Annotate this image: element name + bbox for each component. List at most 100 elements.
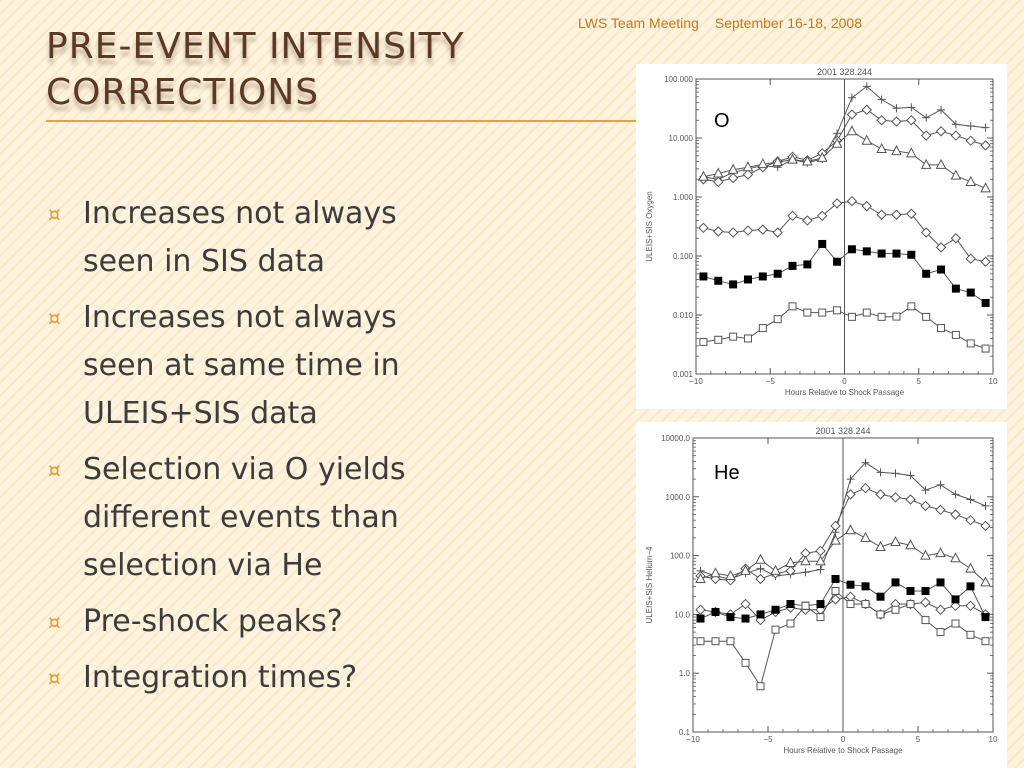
y-tick-label: 10000.0 [661,434,690,443]
bullet-marker-icon: ¤ [48,202,61,226]
y-axis-label: ULEIS+SIS Oxygen [645,191,654,261]
data-point [980,520,991,532]
data-point [951,490,960,499]
data-point [847,312,856,321]
data-point [906,471,915,480]
data-point [891,145,902,156]
data-point [785,556,796,567]
data-point [816,613,825,622]
data-point [950,552,961,563]
data-point [816,151,828,162]
data-point [920,597,931,608]
data-point [756,610,765,619]
data-point [726,637,735,646]
data-point [815,555,826,566]
bullet-text: Increases not always seen in SIS data [83,196,397,279]
y-tick-label: 100.0 [670,552,691,561]
data-point [772,156,784,167]
data-point [741,658,750,667]
bullet-list: ¤ Increases not always seen in SIS data ¤… [48,190,468,710]
data-point [742,225,754,236]
data-point [802,155,813,166]
data-point [846,580,855,589]
x-tick-label: −5 [766,377,776,386]
data-point [845,489,856,500]
data-point [921,486,930,495]
bullet-marker-icon: ¤ [48,458,61,482]
bullet-item: ¤ Integration times? [48,654,468,702]
data-point [876,592,885,601]
data-point [907,250,916,259]
data-point [758,272,767,281]
data-point [742,161,754,172]
oxygen-chart: 2001 328.244 −10 −5 0 5 10 0.001 0.010 0.100 1.00… [645,67,998,397]
data-point [922,312,931,321]
x-tick-label: −10 [686,735,700,744]
x-axis-label: Hours Relative to Shock Passage [785,388,905,397]
data-point [892,249,901,258]
data-point [965,562,976,573]
data-point [847,93,856,102]
data-point [935,504,946,516]
data-point [833,306,842,315]
data-point [921,616,930,625]
data-point [935,242,947,253]
y-tick-label: 0.1 [679,728,691,737]
data-point [922,269,931,278]
data-point [846,109,858,120]
oxygen-element-label: O [714,110,730,132]
bullet-item: ¤ Increases not always seen in SIS data [48,190,468,286]
y-tick-label: 1.0 [679,669,691,678]
data-point [831,198,843,209]
data-point [950,509,961,520]
data-point [771,605,780,614]
helium-chart-panel: 2001 328.244 −10 −5 0 5 10 0.1 1.0 10.0 100.0 1000… [636,422,1007,768]
y-tick-label: 10.000 [669,134,694,143]
data-point [966,495,975,504]
data-point [757,158,769,169]
bullet-item: ¤ Selection via O yields different events… [48,446,468,590]
bullet-text: Pre-shock peaks? [83,604,343,639]
data-point [818,239,827,248]
y-tick-label: 100.000 [664,75,693,84]
data-point [935,547,946,558]
data-point [905,147,917,158]
data-point [890,492,901,503]
data-point [803,308,812,317]
data-point [877,312,886,321]
data-point [891,605,900,614]
data-point [965,514,976,526]
data-point [816,600,825,609]
data-point [936,480,945,489]
data-point [951,330,960,339]
data-point [920,158,932,169]
data-point [875,489,886,500]
data-point [803,260,812,269]
data-point [699,337,708,346]
data-point [965,253,976,264]
data-point [771,625,780,634]
data-point [906,587,915,596]
data-point [743,275,752,284]
data-point [935,158,947,169]
data-point [935,126,947,137]
data-point [861,104,872,116]
data-point [785,565,796,577]
x-tick-label: 5 [917,377,922,386]
y-tick-label: 0.100 [673,252,694,261]
data-point [980,576,991,587]
data-point [757,224,769,235]
data-point [698,222,709,234]
data-point [937,265,946,274]
data-point [714,276,723,285]
data-point [712,167,724,178]
data-point [802,215,813,226]
data-point [920,130,932,141]
data-point [742,169,754,180]
data-point [951,595,960,604]
data-point [891,116,902,127]
y-tick-label: 10.0 [674,610,690,619]
data-point [698,170,709,181]
y-tick-label: 1.000 [673,193,694,202]
data-point [743,334,752,343]
